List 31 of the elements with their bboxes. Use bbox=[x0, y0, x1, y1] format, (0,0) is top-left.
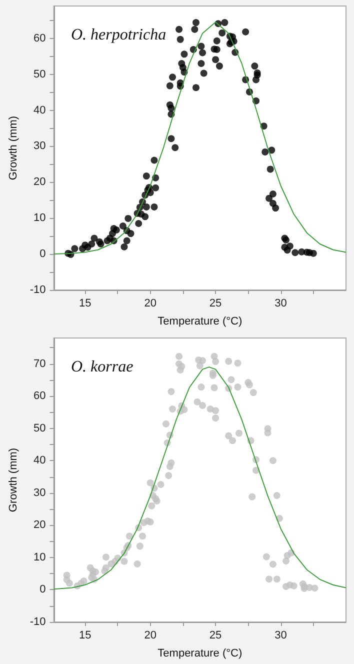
x-tick-label: 30 bbox=[274, 298, 287, 310]
y-tick-label: 0 bbox=[40, 584, 46, 596]
x-tick-label: 25 bbox=[209, 630, 222, 642]
y-tick-label: 10 bbox=[34, 212, 46, 224]
y-tick-label: -10 bbox=[30, 284, 46, 296]
y-tick-label: 20 bbox=[34, 176, 46, 188]
text: O. korrae bbox=[71, 358, 134, 376]
x-axis-title: Temperature (°C) bbox=[158, 648, 242, 660]
x-tick-label: 15 bbox=[78, 298, 92, 310]
x-tick-label: 20 bbox=[144, 298, 156, 310]
y-tick-label: 30 bbox=[34, 486, 46, 499]
y-axis-title: Growth (mm) bbox=[8, 116, 20, 180]
y-tick-label: -10 bbox=[30, 616, 46, 628]
x-tick-label: 30 bbox=[274, 630, 287, 642]
y-tick-label: 50 bbox=[34, 422, 46, 434]
y-tick-label: 50 bbox=[34, 68, 46, 80]
y-tick-label: 60 bbox=[34, 390, 46, 402]
y-tick-label: 40 bbox=[34, 454, 46, 467]
y-tick-label: 40 bbox=[34, 104, 46, 116]
x-tick-label: 20 bbox=[144, 630, 156, 642]
x-axis-title: Temperature (°C) bbox=[158, 316, 242, 328]
text: O. herpotricha bbox=[71, 26, 166, 44]
y-tick-label: 0 bbox=[40, 248, 46, 260]
y-tick-label: 60 bbox=[34, 32, 46, 44]
x-tick-label: 15 bbox=[78, 630, 92, 642]
y-tick-label: 70 bbox=[34, 358, 46, 370]
y-tick-label: 10 bbox=[34, 551, 46, 564]
y-axis-title: Growth (mm) bbox=[8, 448, 20, 512]
x-tick-label: 25 bbox=[209, 298, 222, 310]
y-tick-label: 30 bbox=[34, 140, 46, 152]
y-tick-label: 20 bbox=[34, 519, 46, 532]
